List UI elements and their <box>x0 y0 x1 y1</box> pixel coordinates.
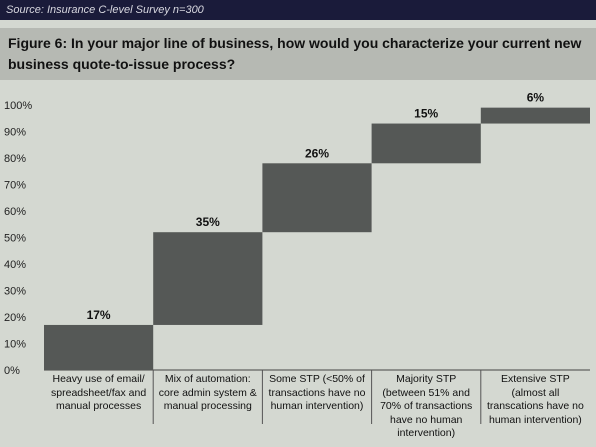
y-tick-label: 60% <box>4 206 26 218</box>
x-category-label: Heavy use of email/ spreadsheet/fax and … <box>51 373 147 412</box>
bar <box>153 232 263 325</box>
data-label: 15% <box>414 107 438 121</box>
y-tick-label: 40% <box>4 259 26 271</box>
y-tick-label: 30% <box>4 286 26 298</box>
figure-title: Figure 6: In your major line of business… <box>0 28 596 80</box>
bar <box>480 107 590 124</box>
y-tick-label: 10% <box>4 339 26 351</box>
waterfall-chart: 0% 10% 20% 30% 40% 50% 60% 70% 80% 90% 100% 17% 35% 2… <box>0 80 596 447</box>
y-tick-label: 90% <box>4 127 26 139</box>
data-label: 17% <box>87 308 111 322</box>
x-category-label: Extensive STP (almost all transcations h… <box>486 373 584 426</box>
bar <box>44 324 154 370</box>
data-label: 26% <box>305 146 329 160</box>
y-tick-label: 50% <box>4 233 26 245</box>
source-note: Source: Insurance C-level Survey n=300 <box>0 0 596 20</box>
y-tick-label: 80% <box>4 153 26 165</box>
chart-svg: 0% 10% 20% 30% 40% 50% 60% 70% 80% 90% 100% 17% 35% 2… <box>4 91 590 424</box>
y-tick-label: 0% <box>4 365 20 377</box>
x-category-label: Majority STP (between 51% and 70% of tra… <box>380 373 473 439</box>
y-tick-label: 100% <box>4 100 32 112</box>
y-tick-label: 20% <box>4 312 26 324</box>
x-category-label: Mix of automation: core admin system & m… <box>158 373 257 412</box>
bar <box>262 163 372 233</box>
data-label: 6% <box>527 91 545 105</box>
bar <box>371 123 481 164</box>
data-label: 35% <box>196 215 220 229</box>
y-tick-label: 70% <box>4 180 26 192</box>
x-category-label: Some STP (<50% of transactions have no h… <box>268 373 366 412</box>
